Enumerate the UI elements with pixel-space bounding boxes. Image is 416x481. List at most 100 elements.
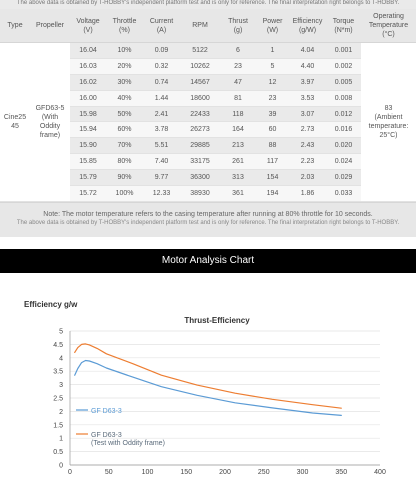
table-cell: 50% <box>106 106 143 123</box>
table-cell: 118 <box>220 106 256 123</box>
temperature-line: 25°C) <box>379 131 398 139</box>
table-cell: 80% <box>106 153 143 171</box>
table-cell: 60% <box>106 121 143 139</box>
table-cell: 213 <box>220 137 256 155</box>
table-cell: 361 <box>220 185 256 202</box>
table-row: 15.94 60% 3.78 26273 164 60 2.73 0.016 <box>0 121 416 139</box>
top-disclaimer: The above data is obtained by T-HOBBY's … <box>0 0 416 9</box>
table-cell: 15.94 <box>70 121 106 139</box>
column-header-line: (W) <box>266 26 279 34</box>
x-tick-label: 150 <box>180 469 192 476</box>
table-cell: 4.04 <box>289 42 326 59</box>
table-cell: 100% <box>106 185 143 202</box>
table-row: 15.72 100% 12.33 38930 361 194 1.86 0.033 <box>0 185 416 202</box>
table-cell: 16.04 <box>70 42 106 59</box>
motor-type-cell: Cine25 45 <box>0 42 30 202</box>
table-cell: 0.020 <box>326 137 361 155</box>
table-cell: 33175 <box>180 153 220 171</box>
column-header-line: Thrust <box>228 17 248 25</box>
table-cell: 6 <box>220 42 256 59</box>
legend-label-series-2: GF D63-3 <box>91 432 122 439</box>
y-tick-label: 1 <box>59 436 63 443</box>
x-tick-label: 300 <box>297 469 309 476</box>
column-header-line: Throttle <box>112 17 137 25</box>
y-tick-label: 5 <box>59 328 63 335</box>
table-cell: 40% <box>106 90 143 107</box>
table-cell: 2.73 <box>289 121 326 139</box>
table-cell: 22433 <box>180 106 220 123</box>
section-title: Motor Analysis Chart <box>161 254 255 266</box>
series-line-2 <box>74 343 342 409</box>
table-cell: 14567 <box>180 74 220 91</box>
y-tick-label: 4.5 <box>53 342 63 349</box>
table-cell: 12.33 <box>143 185 180 202</box>
x-tick-label: 50 <box>105 469 113 476</box>
type-line: 45 <box>11 122 19 130</box>
column-header: Operating Temperature (°C) <box>361 9 416 43</box>
table-row: 15.85 80% 7.40 33175 261 117 2.23 0.024 <box>0 153 416 171</box>
table-row: 16.02 30% 0.74 14567 47 12 3.97 0.005 <box>0 74 416 91</box>
table-cell: 154 <box>256 169 289 187</box>
column-header-line: (°C) <box>382 31 395 38</box>
table-cell: 2.43 <box>289 137 326 155</box>
x-tick-label: 0 <box>68 469 72 476</box>
table-cell: 81 <box>220 90 256 107</box>
propeller-line: Oddity <box>39 122 61 130</box>
table-cell: 5.51 <box>143 137 180 155</box>
temperature-note: Note: The motor temperature refers to th… <box>43 210 373 218</box>
column-header: RPM <box>180 9 220 43</box>
table-cell: 23 <box>220 58 256 75</box>
table-cell: 1 <box>256 42 289 59</box>
series-line-1 <box>74 359 342 416</box>
temperature-line: (Ambient <box>374 113 403 121</box>
table-cell: 2.03 <box>289 169 326 187</box>
table-cell: 15.72 <box>70 185 106 202</box>
motor-spec-table: Type Propeller Voltage (V) Throttle (%) Curren… <box>0 9 416 202</box>
column-header-line: (%) <box>119 26 130 34</box>
table-row: 16.00 40% 1.44 18600 81 23 3.53 0.008 <box>0 90 416 107</box>
y-tick-label: 3 <box>59 382 63 389</box>
table-cell: 0.74 <box>143 74 180 91</box>
table-cell: 0.024 <box>326 153 361 171</box>
x-tick-label: 250 <box>258 469 270 476</box>
column-header-line: Operating <box>373 13 404 20</box>
table-cell: 20% <box>106 58 143 75</box>
table-cell: 15.79 <box>70 169 106 187</box>
table-row: 16.03 20% 0.32 10262 23 5 4.40 0.002 <box>0 58 416 75</box>
type-line: Cine25 <box>3 113 27 121</box>
column-header-line: Voltage <box>76 17 100 25</box>
chart-legend: GF D63-3 GF D63-3 (Test with Oddity fram… <box>76 408 165 447</box>
table-row: Cine25 45 GFD63-5 (With Oddity frame) 16.04 10%… <box>0 42 416 202</box>
table-cell: 29885 <box>180 137 220 155</box>
table-cell: 0.012 <box>326 106 361 123</box>
column-header: Current (A) <box>143 9 180 43</box>
column-header-line: Propeller <box>35 22 64 29</box>
table-cell: 2.23 <box>289 153 326 171</box>
table-cell: 0.016 <box>326 121 361 139</box>
column-header-line: Torque <box>332 17 355 25</box>
x-tick-label: 100 <box>142 469 154 476</box>
table-cell: 0.033 <box>326 185 361 202</box>
column-header-line: Type <box>7 22 23 29</box>
propeller-line: frame) <box>39 131 61 139</box>
column-header: Power (W) <box>256 9 289 43</box>
column-header: Throttle (%) <box>106 9 143 43</box>
legend-label-series-1: GF D63-3 <box>91 408 122 415</box>
section-title-bar: Motor Analysis Chart <box>0 248 416 273</box>
y-tick-label: 2 <box>59 409 63 416</box>
x-tick-label: 200 <box>219 469 231 476</box>
table-cell: 36300 <box>180 169 220 187</box>
temperature-line: 83 <box>384 104 393 112</box>
column-header-line: Current <box>149 17 174 25</box>
table-cell: 0.008 <box>326 90 361 107</box>
table-cell: 30% <box>106 74 143 91</box>
table-header-row: Type Propeller Voltage (V) Throttle (%) Curren… <box>0 9 416 43</box>
column-header: Type <box>0 9 30 43</box>
y-tick-label: 4 <box>59 355 63 362</box>
table-cell: 10262 <box>180 58 220 75</box>
table-row: 15.79 90% 9.77 36300 313 154 2.03 0.029 <box>0 169 416 187</box>
y-tick-label: 0 <box>59 462 63 469</box>
note-bar: Note: The motor temperature refers to th… <box>0 201 416 237</box>
table-cell: 0.005 <box>326 74 361 91</box>
y-tick-label: 0.5 <box>53 449 63 456</box>
